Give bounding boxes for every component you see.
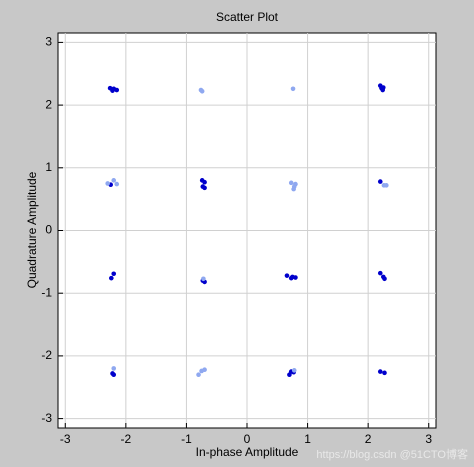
point (284, 273, 290, 278)
point (202, 185, 207, 191)
point (290, 86, 296, 92)
x-tick-label: -2 (121, 432, 132, 446)
point (111, 271, 117, 277)
x-tick-label: 1 (304, 432, 311, 446)
point (110, 88, 115, 93)
point (114, 181, 120, 187)
chart-title: Scatter Plot (216, 10, 279, 24)
point (199, 89, 205, 94)
point (111, 178, 117, 183)
x-tick-label: 2 (365, 432, 372, 446)
watermark: https://blog.csdn @51CTO博客 (316, 447, 468, 461)
y-tick-label: -1 (41, 285, 52, 299)
y-tick-label: 2 (45, 97, 52, 111)
point (111, 372, 117, 378)
point (288, 180, 294, 186)
point (196, 372, 201, 378)
point (382, 276, 387, 282)
point (293, 181, 298, 187)
point (377, 369, 383, 374)
y-tick-label: 0 (45, 223, 52, 237)
point (201, 276, 206, 282)
y-tick-label: 3 (45, 35, 52, 49)
point (293, 275, 298, 280)
point (288, 275, 294, 281)
point (377, 179, 383, 184)
point (109, 275, 114, 281)
point (379, 85, 384, 91)
point (384, 183, 389, 188)
y-tick-label: -2 (41, 348, 52, 362)
y-tick-label: -3 (41, 411, 52, 425)
point (202, 179, 207, 185)
point (105, 181, 110, 186)
point (382, 370, 387, 376)
point (199, 368, 204, 374)
point (291, 186, 296, 192)
point (111, 366, 117, 371)
x-axis-label: In-phase Amplitude (196, 445, 299, 459)
x-tick-label: 3 (425, 432, 432, 446)
point (377, 270, 383, 276)
x-tick-label: -1 (181, 432, 192, 446)
point (114, 87, 120, 93)
y-axis-label: Quadrature Amplitude (25, 171, 39, 288)
y-tick-label: 1 (45, 160, 52, 174)
x-tick-label: -3 (60, 432, 71, 446)
point (291, 368, 297, 373)
x-tick-label: 0 (244, 432, 251, 446)
